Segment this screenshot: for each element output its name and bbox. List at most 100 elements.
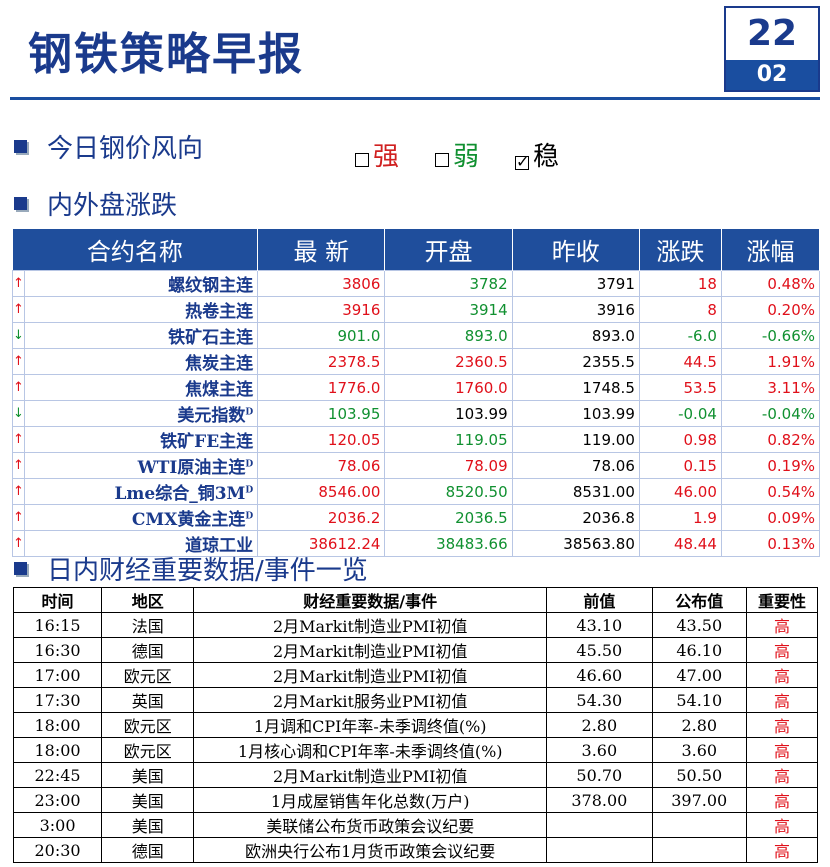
event-cell: 高: [745, 737, 819, 763]
contract-name: 热卷主连: [23, 296, 259, 323]
event-cell: 17:30: [12, 687, 103, 713]
name-text: 美元指数: [177, 406, 246, 426]
event-cell: [651, 812, 747, 838]
event-cell: 高: [745, 687, 819, 713]
option-label: 稳: [533, 142, 560, 172]
event-row: 3:00 美国 美联储公布货币政策会议纪要 高: [12, 812, 819, 838]
data-row: ↑ 螺纹钢主连 3806 3782 3791 18 0.48%: [12, 270, 821, 297]
event-cell: 46.60: [546, 662, 653, 688]
event-cell: 美国: [101, 762, 195, 788]
prev: 103.99: [511, 400, 640, 427]
name-text: Lme综合_铜3M: [114, 484, 246, 504]
event-cell: 美联储公布货币政策会议纪要: [193, 812, 548, 838]
event-cell: [546, 812, 653, 838]
pct: 0.82%: [720, 426, 821, 453]
event-cell: 欧元区: [101, 737, 195, 763]
open: 38483.66: [384, 530, 513, 557]
header-cell: 涨幅: [721, 229, 821, 271]
title: 钢铁策略早报: [28, 29, 304, 80]
section-text: 今日钢价风向: [47, 134, 204, 164]
event-cell: 43.10: [546, 612, 653, 638]
trend-arrow: ↑: [12, 530, 25, 557]
prev: 893.0: [511, 322, 640, 349]
event-cell: 2月Markit制造业PMI初值: [193, 637, 548, 663]
event-cell: 高: [745, 837, 819, 863]
event-cell: 397.00: [651, 787, 747, 813]
header-cell: 前值: [546, 587, 653, 613]
event-cell: 高: [745, 637, 819, 663]
event-cell: 2.80: [546, 712, 653, 738]
section-title: 内外盘涨跌: [14, 185, 177, 222]
contract-name: Lme综合_铜3MD: [23, 478, 259, 505]
event-cell: 43.50: [651, 612, 747, 638]
latest: 2378.5: [257, 348, 386, 375]
event-cell: 高: [745, 662, 819, 688]
change: 18: [638, 270, 722, 297]
prev: 3916: [511, 296, 640, 323]
header-cell: 合约名称: [12, 229, 259, 271]
latest: 1776.0: [257, 374, 386, 401]
contract-name: 铁矿FE主连: [23, 426, 259, 453]
header-cell: 公布值: [651, 587, 747, 613]
event-cell: 法国: [101, 612, 195, 638]
event-cell: 47.00: [651, 662, 747, 688]
change: 1.9: [638, 504, 722, 531]
name-text: 焦炭主连: [185, 354, 254, 374]
event-row: 18:00 欧元区 1月调和CPI年率-未季调终值(%) 2.80 2.80 高: [12, 712, 819, 738]
event-cell: 18:00: [12, 737, 103, 763]
event-cell: [651, 837, 747, 863]
trend-arrow: ↑: [12, 270, 25, 297]
header-cell: 财经重要数据/事件: [193, 587, 548, 613]
event-cell: 德国: [101, 637, 195, 663]
change: 8: [638, 296, 722, 323]
trend-arrow: ↑: [12, 426, 25, 453]
prev: 2355.5: [511, 348, 640, 375]
event-cell: 高: [745, 612, 819, 638]
name-text: 焦煤主连: [185, 380, 254, 400]
contract-name: 铁矿石主连: [23, 322, 259, 349]
name-text: 铁矿石主连: [168, 328, 254, 348]
option: 弱: [435, 136, 479, 173]
event-cell: 54.10: [651, 687, 747, 713]
prev: 1748.5: [511, 374, 640, 401]
event-cell: 高: [745, 787, 819, 813]
pct: -0.66%: [720, 322, 821, 349]
prev: 8531.00: [511, 478, 640, 505]
header-cell: 开盘: [384, 229, 513, 271]
contract-name: 焦炭主连: [23, 348, 259, 375]
name-text: 螺纹钢主连: [168, 276, 254, 296]
open: 119.05: [384, 426, 513, 453]
event-cell: 23:00: [12, 787, 103, 813]
change: 53.5: [638, 374, 722, 401]
open: 3782: [384, 270, 513, 297]
name-text: CMX黄金主连: [131, 510, 246, 530]
event-cell: 18:00: [12, 712, 103, 738]
event-row: 17:30 英国 2月Markit服务业PMI初值 54.30 54.10 高: [12, 687, 819, 713]
event-cell: 50.50: [651, 762, 747, 788]
event-cell: 17:00: [12, 662, 103, 688]
section-text: 内外盘涨跌: [47, 191, 178, 221]
change: -0.04: [638, 400, 722, 427]
latest: 901.0: [257, 322, 386, 349]
open: 2036.5: [384, 504, 513, 531]
pct: 3.11%: [720, 374, 821, 401]
divider: [10, 97, 820, 100]
pct: 0.09%: [720, 504, 821, 531]
event-cell: 欧洲央行公布1月货币政策会议纪要: [193, 837, 548, 863]
event-cell: 50.70: [546, 762, 653, 788]
event-cell: 3.60: [546, 737, 653, 763]
event-cell: 45.50: [546, 637, 653, 663]
prev: 119.00: [511, 426, 640, 453]
prev: 38563.80: [511, 530, 640, 557]
trend-arrow: ↑: [12, 348, 25, 375]
event-row: 20:30 德国 欧洲央行公布1月货币政策会议纪要 高: [12, 837, 819, 863]
event-cell: 2月Markit制造业PMI初值: [193, 762, 548, 788]
contract-name: 道琼工业: [23, 530, 259, 557]
trend-arrow: ↑: [12, 374, 25, 401]
trend-arrow: ↑: [12, 296, 25, 323]
latest: 78.06: [257, 452, 386, 479]
header-cell: 地区: [101, 587, 195, 613]
day: 22: [746, 13, 798, 54]
open: 893.0: [384, 322, 513, 349]
